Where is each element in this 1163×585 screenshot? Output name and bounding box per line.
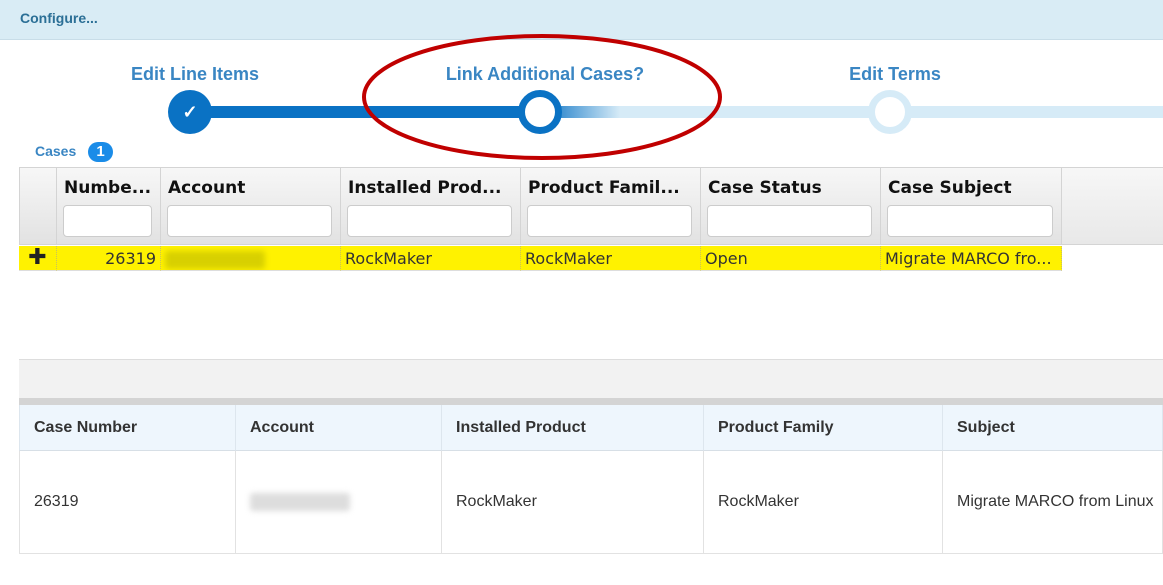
cell-case-number: 26319 (19, 451, 236, 554)
upcoming-step-circle (868, 90, 912, 134)
cell-number: 26319 (57, 246, 161, 271)
column-case-subject: Case Subject (881, 167, 1062, 245)
step-edit-terms[interactable]: Edit Terms (849, 64, 941, 84)
header-case-number[interactable]: Case Number (19, 405, 236, 451)
progress-line-remaining (540, 106, 1163, 118)
cell-subject: Migrate MARCO from Linux (943, 451, 1163, 554)
step-edit-line-items[interactable]: Edit Line Items (130, 64, 260, 84)
header-installed-product[interactable]: Installed Product (442, 405, 704, 451)
step-link-additional-cases[interactable]: Link Additional Cases? (445, 64, 645, 84)
filter-number[interactable] (63, 205, 152, 237)
cell-account (161, 246, 341, 271)
header-filler (1062, 167, 1163, 245)
column-account: Account (161, 167, 341, 245)
current-step-circle (518, 90, 562, 134)
filter-product-family[interactable] (527, 205, 692, 237)
expand-column-header (19, 167, 57, 245)
configure-header: Configure... (0, 0, 1163, 40)
cell-installed-product: RockMaker (442, 451, 704, 554)
cell-installed-product: RockMaker (341, 246, 521, 271)
plus-icon[interactable]: ✚ (19, 246, 57, 271)
cell-case-subject: Migrate MARCO fro... (881, 246, 1062, 271)
cases-label: Cases (35, 143, 77, 159)
header-account[interactable]: Account (236, 405, 442, 451)
header-title: Configure... (20, 10, 98, 26)
progress-line-complete (190, 106, 540, 118)
cell-product-family: RockMaker (521, 246, 701, 271)
header-product-family[interactable]: Product Family (704, 405, 943, 451)
column-installed-product: Installed Prod... (341, 167, 521, 245)
filter-case-subject[interactable] (887, 205, 1053, 237)
divider (19, 398, 1163, 405)
column-product-family: Product Famil... (521, 167, 701, 245)
grid-footer (19, 359, 1163, 399)
filter-case-status[interactable] (707, 205, 872, 237)
filter-account[interactable] (167, 205, 332, 237)
cases-count-badge: 1 (88, 142, 113, 162)
column-case-status: Case Status (701, 167, 881, 245)
annotation-ellipse (362, 34, 722, 160)
column-number: Numbe... (57, 167, 161, 245)
cell-case-status: Open (701, 246, 881, 271)
cell-product-family: RockMaker (704, 451, 943, 554)
check-icon: ✓ (168, 90, 212, 134)
cell-account (236, 451, 442, 554)
filter-installed-product[interactable] (347, 205, 512, 237)
header-subject[interactable]: Subject (943, 405, 1163, 451)
